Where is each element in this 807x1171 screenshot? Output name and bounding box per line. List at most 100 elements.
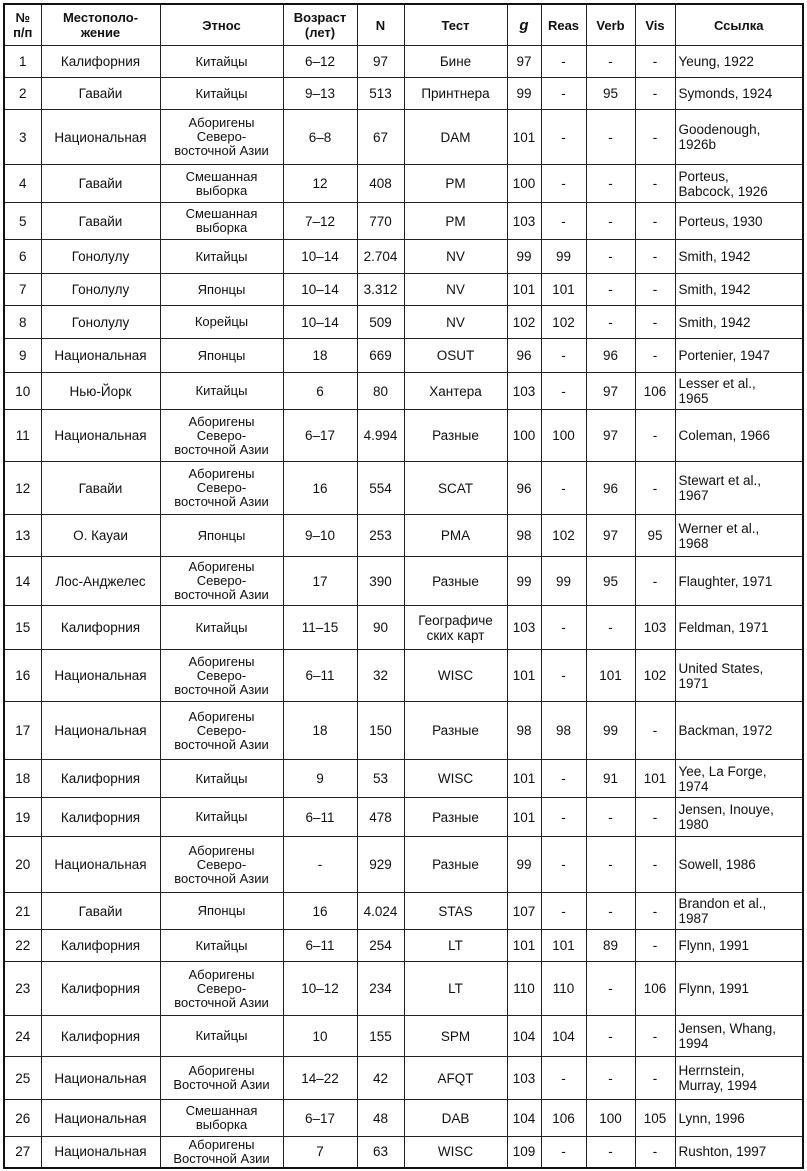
cell-reas: -	[540, 605, 587, 650]
table-row: 26 Национальная Смешанная выборка 6–17 48 DAB…	[3, 1099, 804, 1137]
cell-vis: -	[634, 929, 676, 962]
cell-test: Географиче ских карт	[403, 605, 508, 650]
cell-location: Калифорния	[40, 929, 161, 962]
cell-age: 16	[282, 461, 358, 515]
cell-location: Калифорния	[40, 797, 161, 837]
table-row: 12 Гавайи Аборигены Северо- восточной Азии…	[3, 461, 804, 515]
cell-reference: Yee, La Forge, 1974	[674, 759, 804, 798]
cell-n: 80	[356, 372, 405, 410]
table-row: 19 Калифорния Китайцы 6–11 478 Разные 101- - - Je…	[3, 797, 804, 837]
cell-verb: -	[585, 202, 636, 240]
cell-location: Национальная	[40, 1056, 161, 1100]
cell-ethnicity: Китайцы	[159, 605, 284, 650]
cell-reas: -	[540, 797, 587, 837]
cell-ethnicity: Аборигены Северо- восточной Азии	[159, 649, 284, 702]
cell-reference: Coleman, 1966	[674, 409, 804, 462]
cell-age: 6–11	[282, 929, 358, 962]
cell-reas: -	[540, 372, 587, 410]
header-ethnicity: Этнос	[159, 3, 284, 46]
cell-n: 155	[356, 1015, 405, 1057]
cell-ethnicity: Аборигены Северо- восточной Азии	[159, 461, 284, 515]
cell-age: 6–17	[282, 1099, 358, 1137]
cell-vis: 102	[634, 649, 676, 702]
cell-location: Гонолулу	[40, 273, 161, 306]
cell-g: 98	[506, 514, 542, 557]
table-row: 25 Национальная Аборигены Восточной Азии 14…	[3, 1056, 804, 1100]
cell-ethnicity: Аборигены Северо- восточной Азии	[159, 961, 284, 1016]
cell-g: 102	[506, 305, 542, 339]
cell-number: 9	[3, 338, 42, 373]
cell-age: 10–14	[282, 239, 358, 274]
cell-g: 99	[506, 77, 542, 110]
cell-age: 9	[282, 759, 358, 798]
cell-verb: -	[585, 961, 636, 1016]
cell-ethnicity: Аборигены Северо- восточной Азии	[159, 109, 284, 165]
cell-age: 16	[282, 892, 358, 930]
cell-reference: Jensen, Inouye, 1980	[674, 797, 804, 837]
cell-vis: 105	[634, 1099, 676, 1137]
cell-g: 101	[506, 649, 542, 702]
cell-vis: -	[634, 305, 676, 339]
cell-reference: Portenier, 1947	[674, 338, 804, 373]
cell-ethnicity: Японцы	[159, 892, 284, 930]
cell-vis: -	[634, 892, 676, 930]
header-reference: Ссылка	[674, 3, 804, 46]
cell-test: WISC	[403, 1136, 508, 1168]
cell-number: 8	[3, 305, 42, 339]
cell-reference: Smith, 1942	[674, 273, 804, 306]
cell-number: 17	[3, 701, 42, 760]
cell-location: Калифорния	[40, 961, 161, 1016]
cell-age: 9–10	[282, 514, 358, 557]
cell-age: 9–13	[282, 77, 358, 110]
cell-reas: 101	[540, 273, 587, 306]
cell-age: 10–14	[282, 305, 358, 339]
cell-location: Национальная	[40, 701, 161, 760]
cell-age: 10–14	[282, 273, 358, 306]
cell-location: Калифорния	[40, 759, 161, 798]
cell-n: 929	[356, 836, 405, 893]
cell-n: 3.312	[356, 273, 405, 306]
cell-reference: Symonds, 1924	[674, 77, 804, 110]
cell-n: 408	[356, 164, 405, 203]
cell-number: 18	[3, 759, 42, 798]
cell-test: Разные	[403, 701, 508, 760]
cell-test: NV	[403, 305, 508, 339]
table-row: 7 Гонолулу Японцы 10–14 3.312 NV 101 101- - Smith…	[3, 273, 804, 306]
cell-location: Национальная	[40, 836, 161, 893]
cell-ethnicity: Японцы	[159, 338, 284, 373]
cell-vis: -	[634, 109, 676, 165]
cell-g: 96	[506, 338, 542, 373]
table-row: 16 Национальная Аборигены Северо- восточно…	[3, 649, 804, 702]
cell-location: Национальная	[40, 109, 161, 165]
cell-reference: Stewart et al., 1967	[674, 461, 804, 515]
cell-ethnicity: Смешанная выборка	[159, 1099, 284, 1137]
cell-g: 101	[506, 759, 542, 798]
cell-reas: 110	[540, 961, 587, 1016]
cell-reas: -	[540, 1136, 587, 1168]
cell-vis: -	[634, 202, 676, 240]
cell-n: 234	[356, 961, 405, 1016]
cell-reas: -	[540, 461, 587, 515]
cell-number: 10	[3, 372, 42, 410]
cell-age: 12	[282, 164, 358, 203]
table-row: 5 Гавайи Смешанная выборка 7–12 770 PM 103- - - P…	[3, 202, 804, 240]
table-row: 11 Национальная Аборигены Северо- восточно…	[3, 409, 804, 462]
cell-g: 96	[506, 461, 542, 515]
cell-location: Лос-Анджелес	[40, 556, 161, 606]
cell-ethnicity: Китайцы	[159, 759, 284, 798]
cell-verb: 95	[585, 556, 636, 606]
cell-reas: -	[540, 1056, 587, 1100]
cell-vis: -	[634, 239, 676, 274]
cell-reas: -	[540, 892, 587, 930]
cell-n: 669	[356, 338, 405, 373]
cell-n: 150	[356, 701, 405, 760]
cell-age: 6–8	[282, 109, 358, 165]
cell-ethnicity: Корейцы	[159, 305, 284, 339]
cell-reas: -	[540, 759, 587, 798]
table-row: 14 Лос-Анджелес Аборигены Северо- восточно…	[3, 556, 804, 606]
cell-number: 21	[3, 892, 42, 930]
cell-age: 18	[282, 338, 358, 373]
cell-test: LT	[403, 929, 508, 962]
cell-age: 6	[282, 372, 358, 410]
cell-vis: -	[634, 1056, 676, 1100]
